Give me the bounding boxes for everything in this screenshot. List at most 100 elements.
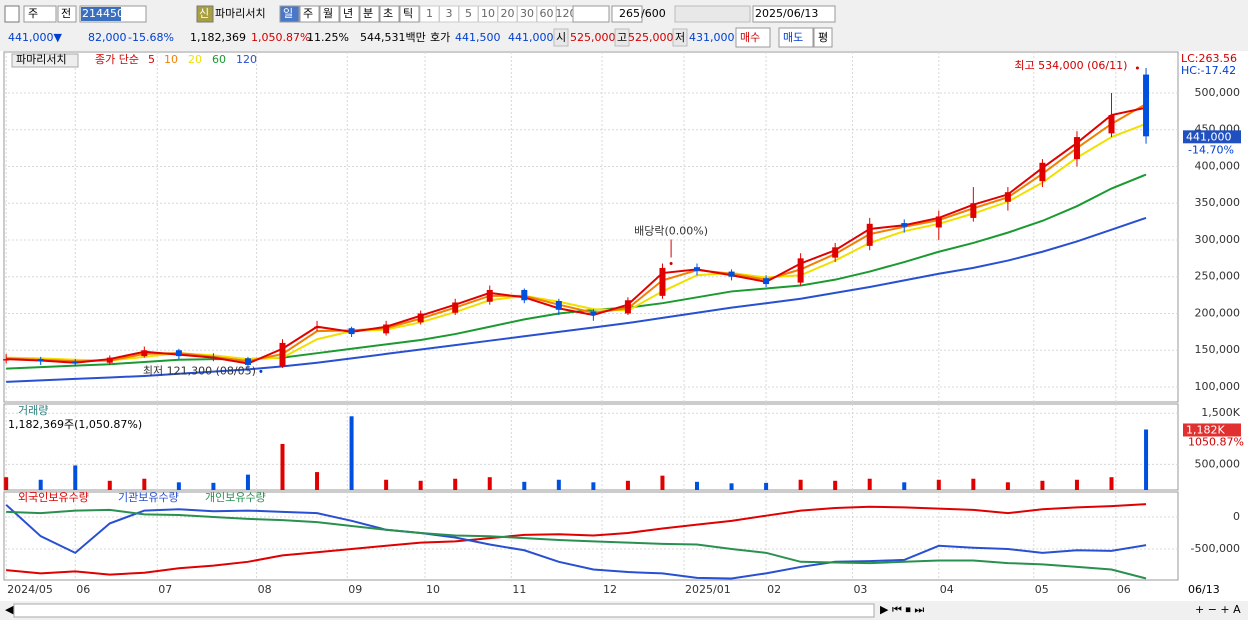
legend-entry: 5 [148, 53, 155, 66]
last-volume-change: 1050.87% [1188, 435, 1244, 448]
volume-bar [211, 482, 216, 490]
prev[interactable]: 전 [61, 7, 71, 20]
chart-title: 파마리서치 [16, 53, 67, 66]
legend-label: 종가 단순 [95, 53, 139, 66]
period-label[interactable]: 틱 [403, 7, 413, 20]
axis-note: HC:-17.42 [1181, 64, 1236, 77]
y-tick-label: 0 [1233, 510, 1240, 523]
zoom-controls[interactable]: + − + A [1195, 603, 1241, 616]
y-tick-label: 300,000 [1195, 233, 1241, 246]
quote-item: 1,182,369 [190, 31, 246, 44]
x-tick-label: 02 [767, 583, 781, 596]
candle-body [210, 356, 217, 358]
period-label[interactable]: 일 [283, 6, 293, 20]
quote-item[interactable]: 매수 [740, 31, 760, 44]
x-tick-label: 2024/05 [7, 583, 53, 596]
period-btn[interactable] [339, 5, 360, 23]
annotation-point [259, 369, 263, 373]
legend-entry: 개인보유수량 [205, 491, 266, 504]
volume-bar [764, 482, 769, 490]
menu-icon[interactable] [4, 5, 20, 23]
date[interactable]: 2025/06/13 [755, 7, 818, 20]
x-tick-label: 09 [348, 583, 362, 596]
candle-body [521, 289, 528, 301]
count-label[interactable]: 5 [465, 7, 472, 20]
candle-body [901, 223, 908, 227]
quote-item: 11.25% [307, 31, 349, 44]
period-label[interactable]: 초 [383, 7, 393, 20]
trade-btn[interactable] [778, 27, 814, 48]
count-select[interactable] [572, 5, 610, 23]
quote-tag [553, 28, 569, 47]
candle-body [1143, 74, 1150, 137]
y-tick-label: 200,000 [1195, 306, 1241, 319]
period-label[interactable]: 분 [363, 7, 373, 20]
y-tick-label: 100,000 [1195, 380, 1241, 393]
x-tick-label: 03 [853, 583, 867, 596]
annotation: 최고 534,000 (06/11) [1014, 59, 1127, 72]
series-line [6, 216, 1147, 383]
shown-box[interactable] [611, 5, 643, 23]
x-tick-label: 05 [1035, 583, 1049, 596]
count-label[interactable]: 30 [520, 7, 534, 20]
volume-bar [38, 479, 43, 490]
x-tick-label: 04 [940, 583, 954, 596]
y-tick-label: 500,000 [1195, 86, 1241, 99]
quote-item: 441,500 [455, 31, 501, 44]
quote-item[interactable]: 평 [818, 31, 828, 44]
quote-item: 1,050.87% [251, 31, 310, 44]
period-btn[interactable] [319, 5, 340, 23]
period-btn[interactable] [399, 5, 420, 23]
date-box[interactable] [752, 5, 836, 23]
code-sel [81, 7, 121, 21]
trade-btn[interactable] [735, 27, 771, 48]
candle-body [970, 203, 977, 218]
count-label[interactable]: 10 [481, 7, 495, 20]
y-tick-label: 350,000 [1195, 196, 1241, 209]
period-label[interactable]: 년 [343, 7, 353, 20]
count-label[interactable]: 20 [501, 7, 515, 20]
volume-bar [902, 482, 907, 490]
volume-bar [176, 482, 181, 490]
tools[interactable] [674, 5, 751, 23]
period-label[interactable]: 주 [303, 7, 313, 20]
period-btn[interactable] [379, 5, 400, 23]
x-tick-label: 07 [158, 583, 172, 596]
y-tick-label: 150,000 [1195, 343, 1241, 356]
count-label[interactable]: 60 [540, 7, 554, 20]
code[interactable]: 214450 [82, 7, 124, 20]
prev-button[interactable] [57, 5, 77, 23]
period-btn[interactable] [299, 5, 320, 23]
quote-item[interactable]: 매도 [783, 31, 803, 44]
series-line [6, 103, 1147, 363]
quote-tag [614, 28, 630, 47]
x-tick-label: 11 [512, 583, 526, 596]
volume-bar [142, 478, 147, 490]
period-label[interactable]: 월 [323, 7, 333, 20]
y-tick-label: 500,000 [1195, 457, 1241, 470]
period[interactable]: 주 [28, 7, 38, 20]
count-label[interactable]: 3 [446, 7, 453, 20]
period-select[interactable] [23, 5, 57, 23]
count-label[interactable]: 1 [426, 7, 433, 20]
candle-body [1073, 137, 1080, 160]
volume-pane [3, 403, 1179, 491]
candle-body [72, 361, 79, 364]
candle-body [832, 247, 839, 258]
x-tick-label: 06 [76, 583, 90, 596]
volume-bar [453, 478, 458, 490]
period-btn[interactable] [359, 5, 380, 23]
series-line [5, 504, 1147, 580]
volume-bar [660, 475, 665, 490]
trade-btn[interactable] [813, 27, 833, 48]
period-btn[interactable] [279, 5, 300, 23]
volume-bar [315, 472, 320, 490]
volume-bar [1074, 479, 1079, 490]
candle-body [866, 223, 873, 246]
scroll-controls[interactable]: ▶ ⏮ ⏹ ⏭ [880, 603, 924, 616]
cursor-date: 06/13 [1188, 583, 1220, 596]
count-label[interactable]: 120 [556, 7, 577, 20]
scroll-track[interactable] [13, 603, 875, 618]
scroll-left[interactable]: ◀ [5, 603, 14, 616]
